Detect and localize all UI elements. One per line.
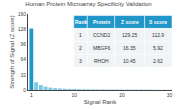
svg-text:2.62: 2.62 xyxy=(153,58,163,64)
svg-text:0: 0 xyxy=(23,87,26,93)
svg-text:16.35: 16.35 xyxy=(123,45,136,51)
svg-text:30: 30 xyxy=(167,92,173,98)
svg-text:10: 10 xyxy=(71,92,77,98)
svg-text:Rank: Rank xyxy=(75,19,87,25)
svg-text:20: 20 xyxy=(119,92,125,98)
svg-text:64: 64 xyxy=(20,56,26,62)
svg-text:129.25: 129.25 xyxy=(122,32,138,38)
svg-text:1: 1 xyxy=(30,92,33,98)
svg-text:Strength of Signal (Z score): Strength of Signal (Z score) xyxy=(9,15,15,88)
svg-text:160: 160 xyxy=(18,11,27,17)
svg-text:S score: S score xyxy=(149,19,167,25)
svg-text:1: 1 xyxy=(79,32,82,38)
svg-text:Signal Rank: Signal Rank xyxy=(84,99,117,105)
svg-text:2: 2 xyxy=(79,45,82,51)
svg-text:Protein: Protein xyxy=(93,19,110,25)
svg-text:5.92: 5.92 xyxy=(153,45,163,51)
svg-text:Human Protein Microarray Speci: Human Protein Microarray Specificity Val… xyxy=(25,1,151,7)
svg-text:MBGF6: MBGF6 xyxy=(93,45,110,51)
svg-text:3: 3 xyxy=(79,58,82,64)
svg-text:128: 128 xyxy=(18,26,27,32)
svg-text:32: 32 xyxy=(20,72,26,78)
svg-text:CCND2: CCND2 xyxy=(93,32,110,38)
svg-text:112.9: 112.9 xyxy=(152,32,164,38)
svg-text:10.45: 10.45 xyxy=(123,58,136,64)
svg-text:RHOH: RHOH xyxy=(94,58,109,64)
svg-text:96: 96 xyxy=(20,41,26,47)
svg-text:Z score: Z score xyxy=(121,19,139,25)
